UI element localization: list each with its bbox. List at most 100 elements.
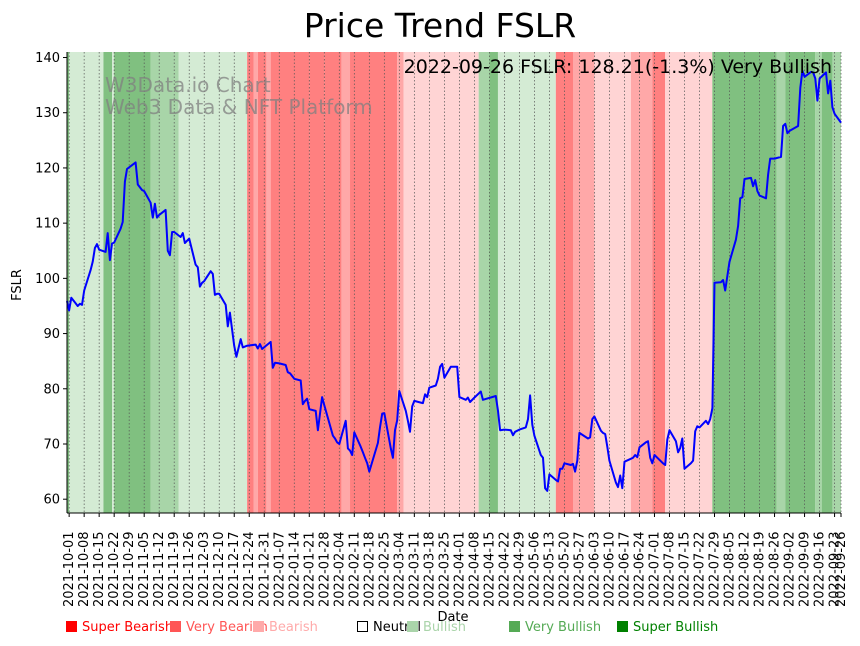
x-tick-label: 2022-09-09	[798, 531, 813, 607]
sentiment-band-bullish	[497, 52, 556, 513]
x-axis-ticks: 2021-10-01 2021-10-08 2021-10-15 2021-10-22…	[62, 513, 849, 607]
sentiment-band-bullish-mid	[776, 52, 786, 513]
x-tick-label: 2021-11-05	[137, 531, 152, 607]
latest-price-annotation: 2022-09-26 FSLR: 128.21(-1.3%) Very Bull…	[404, 56, 832, 78]
x-tick-label: 2021-10-08	[77, 531, 92, 607]
x-tick-label: 2022-05-27	[572, 531, 587, 607]
x-tick-label: 2022-06-03	[587, 531, 602, 607]
sentiment-legend: Super Bearish Very Bearish Bearish Neutral B…	[0, 620, 860, 640]
x-tick-label: 2021-10-22	[107, 531, 122, 607]
sentiment-band-bearish	[341, 52, 351, 513]
legend-item: Very Bearish	[170, 620, 268, 635]
x-tick-label: 2021-12-31	[257, 531, 272, 607]
sentiment-band-bearish	[572, 52, 595, 513]
legend-item: Bullish	[407, 620, 466, 635]
x-tick-label: 2022-07-29	[708, 531, 723, 607]
legend-label: Bullish	[423, 620, 467, 635]
x-tick-label: 2021-11-26	[182, 531, 197, 607]
x-tick-label: 2022-06-10	[602, 531, 617, 607]
legend-label: Super Bearish	[82, 620, 174, 635]
sentiment-band-bullish	[112, 52, 115, 513]
x-tick-label: 2021-12-24	[242, 531, 257, 607]
chart-title: Price Trend FSLR	[304, 6, 576, 45]
x-tick-label: 2022-09-26	[834, 531, 849, 607]
axes	[66, 52, 841, 514]
x-tick-label: 2022-02-04	[332, 531, 347, 607]
x-tick-label: 2022-03-25	[437, 531, 452, 607]
x-tick-label: 2022-06-24	[632, 531, 647, 607]
x-tick-label: 2021-12-03	[197, 531, 212, 607]
legend-swatch	[509, 621, 520, 632]
sentiment-band-neutral-bearish	[665, 52, 713, 513]
sentiment-band-neutral-bearish	[403, 52, 479, 513]
y-tick-label: 80	[43, 382, 60, 397]
sentiment-bands	[67, 52, 841, 513]
x-tick-label: 2022-09-23	[828, 531, 843, 607]
sentiment-band-bearish	[397, 52, 404, 513]
x-tick-label: 2021-10-29	[122, 531, 137, 607]
x-tick-label: 2022-07-01	[647, 531, 662, 607]
x-tick-label: 2022-04-15	[482, 531, 497, 607]
x-tick-label: 2022-04-01	[452, 531, 467, 607]
x-tick-label: 2022-04-29	[512, 531, 527, 607]
legend-swatch	[407, 621, 418, 632]
x-axis-label: Date	[437, 610, 468, 625]
x-tick-label: 2022-07-08	[662, 531, 677, 607]
x-tick-label: 2022-08-26	[768, 531, 783, 607]
x-tick-label: 2022-07-22	[692, 531, 707, 607]
x-tick-label: 2022-01-21	[302, 531, 317, 607]
x-tick-label: 2021-10-01	[62, 531, 77, 607]
sentiment-band-bearish	[253, 52, 258, 513]
x-tick-label: 2022-02-11	[347, 531, 362, 607]
sentiment-band-very-bullish	[785, 52, 816, 513]
sentiment-band-very-bearish	[309, 52, 325, 513]
x-tick-label: 2022-07-15	[677, 531, 692, 607]
sentiment-band-very-bearish	[652, 52, 666, 513]
x-tick-label: 2022-01-07	[272, 531, 287, 607]
legend-swatch	[253, 621, 264, 632]
sentiment-band-very-bullish	[489, 52, 498, 513]
watermark-line-1: W3Data.io Chart	[105, 73, 271, 97]
y-tick-label: 140	[35, 51, 60, 66]
sentiment-band-very-bullish	[67, 52, 70, 513]
x-tick-label: 2022-05-13	[542, 531, 557, 607]
y-axis-ticks: 60 70 80 90 100 110 120 130 140	[35, 51, 67, 508]
y-tick-label: 70	[43, 437, 60, 452]
sentiment-band-bullish-mid	[478, 52, 490, 513]
x-tick-label: 2022-06-17	[617, 531, 632, 607]
legend-item: Super Bullish	[617, 620, 718, 635]
legend-item: Very Bullish	[509, 620, 601, 635]
sentiment-band-bullish-mid	[150, 52, 179, 513]
x-tick-label: 2022-03-04	[392, 531, 407, 607]
sentiment-band-bullish-mid	[815, 52, 822, 513]
x-tick-label: 2021-10-15	[92, 531, 107, 607]
x-tick-label: 2021-11-19	[167, 531, 182, 607]
sentiment-band-very-bullish	[821, 52, 833, 513]
sentiment-band-bullish-mid	[832, 52, 841, 513]
x-tick-label: 2021-12-10	[212, 531, 227, 607]
x-tick-label: 2022-03-18	[422, 531, 437, 607]
sentiment-band-very-bearish	[324, 52, 342, 513]
x-tick-label: 2022-02-25	[377, 531, 392, 607]
price-line	[66, 69, 842, 492]
x-tick-label: 2022-05-06	[527, 531, 542, 607]
y-tick-label: 110	[35, 217, 60, 232]
x-tick-label: 2022-09-16	[813, 531, 828, 607]
sentiment-band-very-bullish	[114, 52, 151, 513]
y-tick-label: 120	[35, 161, 60, 176]
y-tick-label: 90	[43, 327, 60, 342]
sentiment-band-very-bearish	[247, 52, 254, 513]
x-tick-label: 2022-02-18	[362, 531, 377, 607]
legend-swatch	[170, 621, 181, 632]
legend-swatch	[617, 621, 628, 632]
y-axis-label: FSLR	[10, 269, 25, 301]
legend-swatch	[357, 621, 368, 632]
x-tick-label: 2021-11-12	[152, 531, 167, 607]
x-tick-label: 2022-01-28	[317, 531, 332, 607]
x-tick-label: 2022-05-20	[557, 531, 572, 607]
sentiment-band-bearish	[630, 52, 653, 513]
x-tick-label: 2022-03-11	[407, 531, 422, 607]
x-tick-label: 2022-08-12	[738, 531, 753, 607]
legend-label: Very Bearish	[186, 620, 268, 635]
